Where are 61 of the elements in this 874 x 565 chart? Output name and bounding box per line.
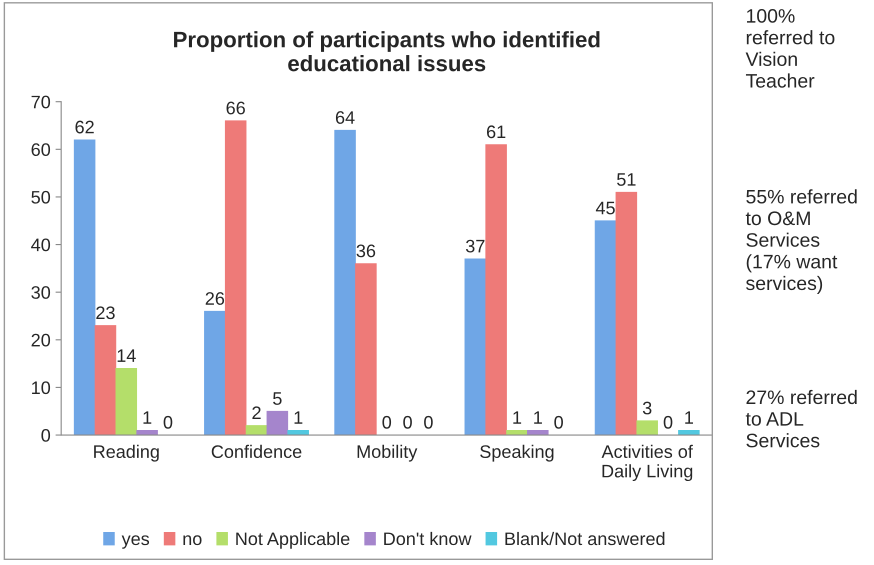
data-label: 14: [118, 349, 136, 362]
bar: [464, 258, 486, 436]
legend-label: Don't know: [384, 532, 472, 546]
bar: [355, 263, 377, 436]
x-tick-label: Reading: [94, 444, 159, 462]
data-label: 26: [206, 292, 224, 305]
x-tick-label: Speaking: [480, 444, 554, 462]
data-label: 0: [664, 416, 672, 429]
bar: [485, 144, 507, 436]
chart-title: Proportion of participants who identified educational issues: [174, 31, 600, 72]
data-label: 64: [336, 111, 355, 124]
data-label: 2: [252, 406, 261, 419]
bar: [334, 130, 356, 436]
data-label: 3: [642, 402, 652, 414]
data-label: 37: [466, 240, 484, 253]
y-tick-label: 60: [32, 143, 50, 156]
legend-label: Not Applicable: [236, 532, 350, 549]
data-label: 0: [403, 416, 412, 429]
data-label: 36: [356, 244, 376, 258]
data-label: 66: [226, 102, 245, 114]
y-tick-label: 10: [32, 381, 50, 394]
y-tick-label: 20: [32, 334, 50, 347]
bar: [246, 425, 268, 436]
data-label: 1: [143, 411, 152, 424]
bar: [74, 139, 96, 436]
y-tick-label: 50: [31, 190, 50, 204]
bar: [204, 310, 226, 436]
y-tick-label: 0: [41, 428, 50, 442]
bar: [224, 120, 246, 436]
bar: [94, 325, 116, 436]
data-label: 62: [75, 120, 94, 134]
data-label: 1: [534, 411, 542, 424]
y-tick-label: 40: [31, 238, 50, 252]
data-label: 1: [294, 411, 302, 424]
bar: [594, 220, 616, 436]
bar: [116, 368, 138, 436]
data-label: 45: [596, 202, 615, 214]
bar: [636, 420, 658, 436]
bar: [616, 192, 638, 436]
data-label: 0: [554, 416, 563, 429]
data-label: 51: [617, 173, 636, 186]
bar: [266, 410, 288, 436]
x-tick-label: Activities of Daily Living: [602, 444, 693, 482]
data-label: 0: [382, 416, 392, 429]
y-tick-label: 30: [31, 286, 50, 299]
data-label: 5: [273, 392, 282, 405]
legend-label: yes: [122, 535, 150, 549]
legend-label: Blank/Not answered: [505, 532, 664, 546]
data-label: 23: [96, 306, 115, 320]
x-tick-label: Mobility: [358, 444, 418, 462]
text: 55% referred to O&M Services (17% want services): [746, 189, 857, 294]
x-tick-label: Confidence: [212, 444, 302, 458]
text: 100% referred to Vision Teacher: [746, 8, 834, 88]
data-label: 0: [164, 416, 172, 429]
legend-label: no: [183, 535, 202, 546]
text: 27% referred to ADL Services: [746, 390, 857, 448]
data-label: 0: [424, 416, 433, 429]
data-label: 61: [487, 125, 506, 138]
data-label: 1: [513, 411, 522, 424]
data-label: 1: [685, 411, 694, 424]
y-tick-label: 70: [32, 96, 50, 108]
